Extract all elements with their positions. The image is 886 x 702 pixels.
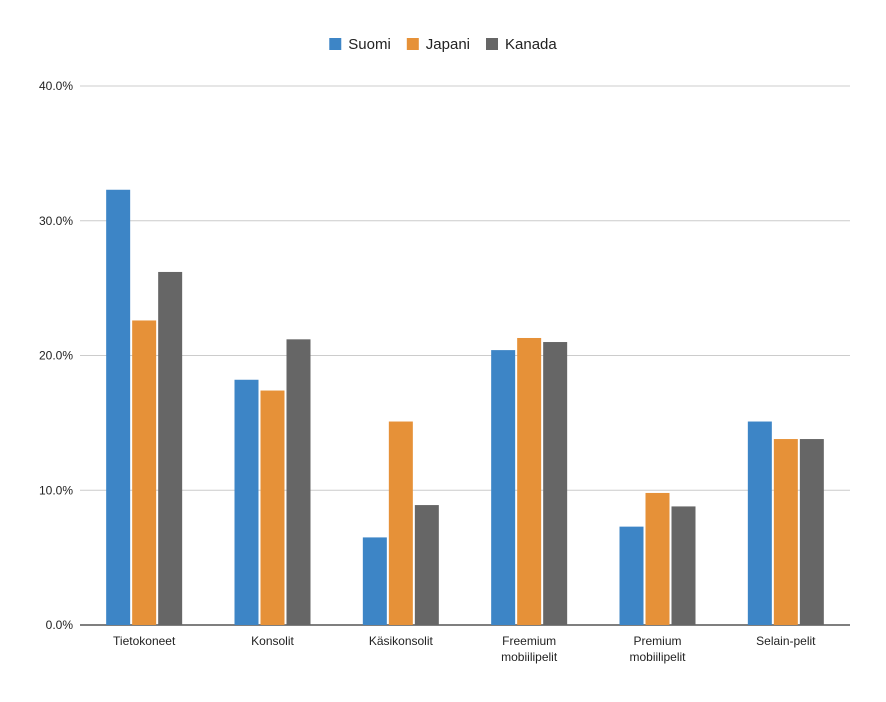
bar-japani-0 [132,320,157,625]
bar-kanada-3 [543,342,568,625]
x-tick-label: Tietokoneet [113,634,176,648]
y-tick-label: 30.0% [39,214,73,228]
x-axis-tick-labels: Tietokoneet Konsolit Käsikonsolit Freemium m… [113,634,816,664]
legend-item-kanada: Kanada [486,36,557,53]
legend-label: Japani [426,36,470,53]
bar-kanada-0 [158,271,183,625]
x-tick-label: Käsikonsolit [369,634,434,648]
y-tick-label: 10.0% [39,483,73,497]
legend-item-japani: Japani [406,36,470,53]
bar-suomi-4 [619,526,644,625]
legend-label: Kanada [505,36,557,53]
gridlines [80,85,850,626]
x-tick-label: Selain-pelit [756,634,816,648]
legend: Suomi Japani Kanada [329,36,557,53]
bar-suomi-5 [747,421,772,625]
bar-kanada-5 [799,439,824,625]
bar-japani-2 [388,421,413,625]
y-axis-tick-labels: 0.0% 10.0% 20.0% 30.0% 40.0% [39,79,73,632]
bar-kanada-4 [671,506,696,625]
legend-swatch [406,38,419,50]
legend-label: Suomi [348,36,391,53]
y-tick-label: 0.0% [46,618,74,632]
bar-suomi-1 [234,379,259,625]
bar-suomi-3 [491,350,516,625]
bars [106,189,824,625]
bar-japani-3 [517,337,542,625]
bar-suomi-0 [106,189,131,625]
legend-item-suomi: Suomi [329,36,391,53]
bar-japani-5 [773,439,798,625]
bar-kanada-2 [414,505,439,625]
bar-suomi-2 [362,537,387,625]
y-tick-label: 20.0% [39,349,73,363]
legend-swatch [486,38,499,50]
legend-swatch [329,38,342,50]
bar-japani-4 [645,492,670,625]
x-tick-label: Freemium mobiilipelit [501,634,558,664]
y-tick-label: 40.0% [39,79,73,93]
x-tick-label: Konsolit [251,634,294,648]
bar-japani-1 [260,390,285,625]
x-tick-label: Premium mobiilipelit [629,634,686,664]
bar-kanada-1 [286,339,311,625]
